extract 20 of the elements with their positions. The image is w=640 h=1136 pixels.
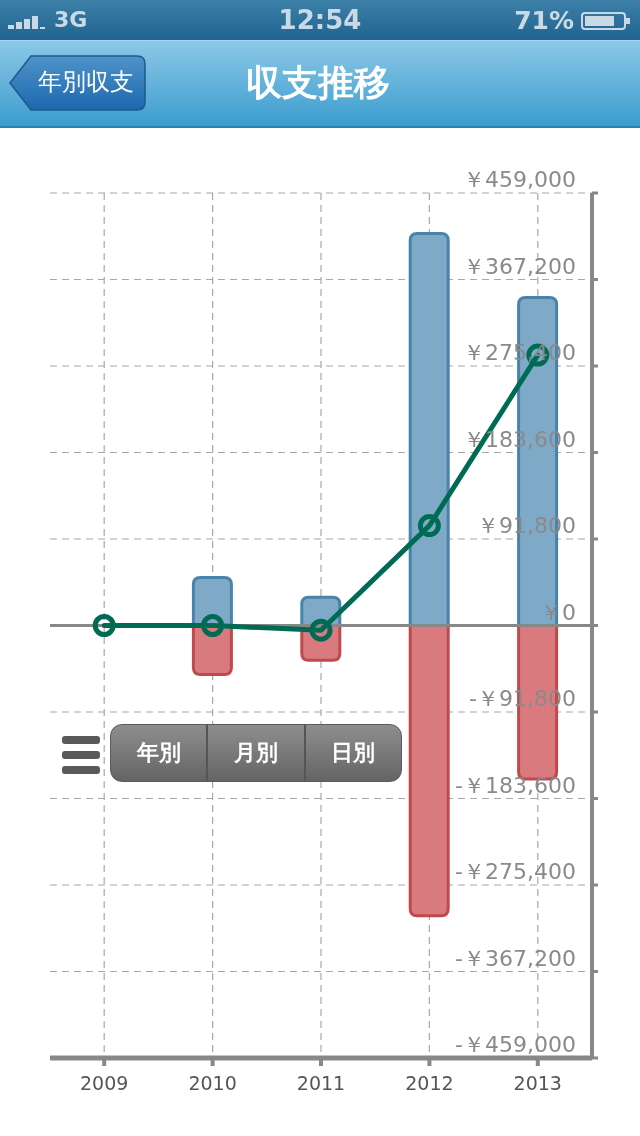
x-tick-label: 2011 bbox=[296, 1072, 346, 1095]
annotation: 日別 bbox=[331, 739, 376, 767]
x-tick-label: 2009 bbox=[80, 1072, 129, 1095]
chart-title: 収支推移 bbox=[246, 62, 390, 103]
annotation: 年別 bbox=[136, 739, 181, 767]
y-tick-label: ￥0 bbox=[540, 599, 576, 625]
status-bar: 3G 12:54 71% bbox=[0, 0, 640, 40]
x-tick-label: 2012 bbox=[405, 1072, 454, 1095]
y-tick-label: -￥275,400 bbox=[455, 859, 576, 884]
y-tick-label: ￥367,200 bbox=[463, 253, 576, 279]
y-tick-label: ￥459,000 bbox=[463, 167, 576, 192]
navigation-bar: 年別収支 収支推移 bbox=[0, 40, 640, 128]
segmented-control: 年別 月別 日別 bbox=[110, 724, 402, 782]
x-tick-label: 2013 bbox=[513, 1072, 562, 1095]
y-tick-label: -￥459,000 bbox=[455, 1032, 576, 1057]
annotation: 月別 bbox=[233, 739, 278, 767]
y-tick-label: -￥367,200 bbox=[455, 945, 576, 971]
back-button: 年別収支 bbox=[9, 54, 147, 112]
x-tick-label: 2010 bbox=[188, 1072, 237, 1095]
y-tick-label: -￥183,600 bbox=[455, 772, 576, 798]
